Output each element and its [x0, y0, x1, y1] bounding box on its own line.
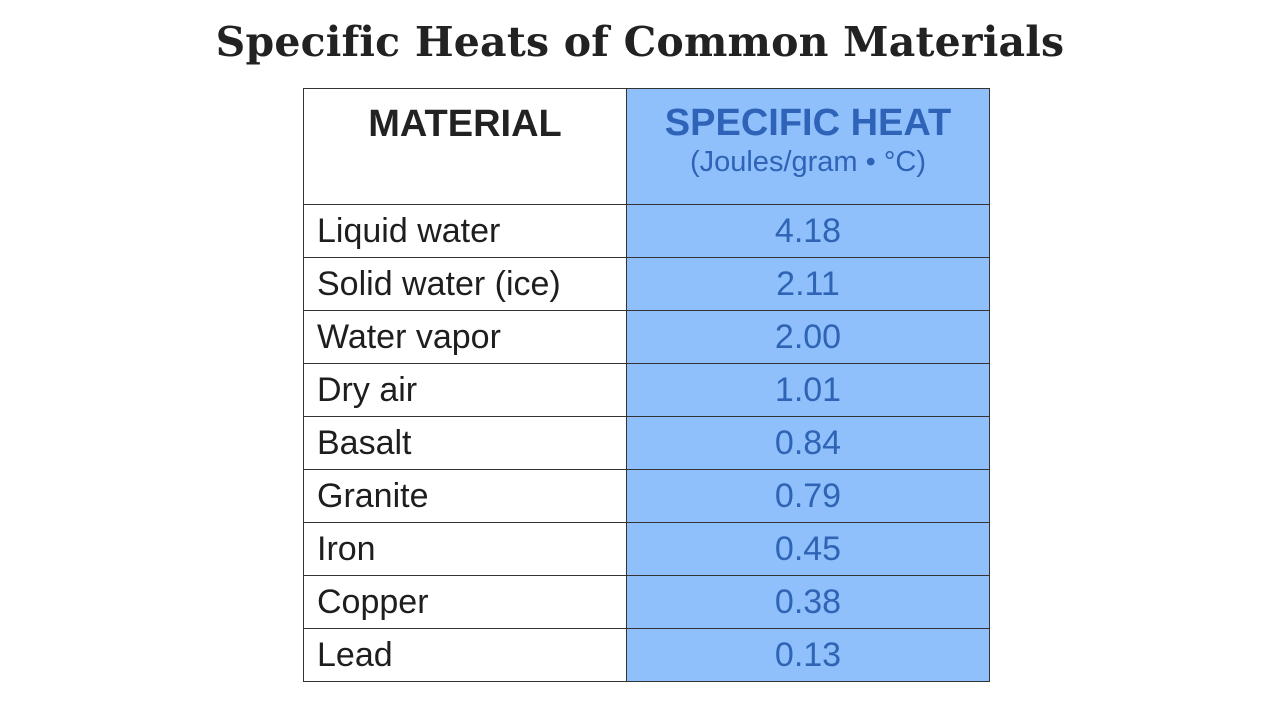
table-row: Solid water (ice) 2.11	[303, 257, 990, 311]
header-material: MATERIAL	[303, 88, 627, 205]
page-title: Specific Heats of Common Materials	[215, 18, 1065, 66]
material-cell: Copper	[303, 575, 627, 629]
specific-heat-cell: 0.13	[626, 628, 990, 682]
specific-heat-cell: 0.45	[626, 522, 990, 576]
material-cell: Lead	[303, 628, 627, 682]
specific-heat-cell: 2.11	[626, 257, 990, 311]
material-cell: Granite	[303, 469, 627, 523]
table-row: Copper 0.38	[303, 575, 990, 629]
header-unit-label: (Joules/gram • °C)	[689, 146, 927, 178]
header-specific-heat-label: SPECIFIC HEAT	[664, 102, 952, 144]
material-cell: Iron	[303, 522, 627, 576]
material-cell: Solid water (ice)	[303, 257, 627, 311]
table-row: Liquid water 4.18	[303, 204, 990, 258]
specific-heat-cell: 1.01	[626, 363, 990, 417]
specific-heat-cell: 0.38	[626, 575, 990, 629]
table-row: Granite 0.79	[303, 469, 990, 523]
table-header-row: MATERIAL SPECIFIC HEAT (Joules/gram • °C…	[303, 88, 990, 205]
specific-heat-cell: 2.00	[626, 310, 990, 364]
specific-heat-cell: 0.84	[626, 416, 990, 470]
specific-heat-table: MATERIAL SPECIFIC HEAT (Joules/gram • °C…	[303, 88, 990, 682]
table-row: Iron 0.45	[303, 522, 990, 576]
material-cell: Basalt	[303, 416, 627, 470]
material-cell: Liquid water	[303, 204, 627, 258]
table-row: Dry air 1.01	[303, 363, 990, 417]
table-row: Water vapor 2.00	[303, 310, 990, 364]
table-row: Basalt 0.84	[303, 416, 990, 470]
material-cell: Dry air	[303, 363, 627, 417]
specific-heat-cell: 0.79	[626, 469, 990, 523]
header-specific-heat: SPECIFIC HEAT (Joules/gram • °C)	[626, 88, 990, 205]
material-cell: Water vapor	[303, 310, 627, 364]
table-row: Lead 0.13	[303, 628, 990, 682]
specific-heat-cell: 4.18	[626, 204, 990, 258]
